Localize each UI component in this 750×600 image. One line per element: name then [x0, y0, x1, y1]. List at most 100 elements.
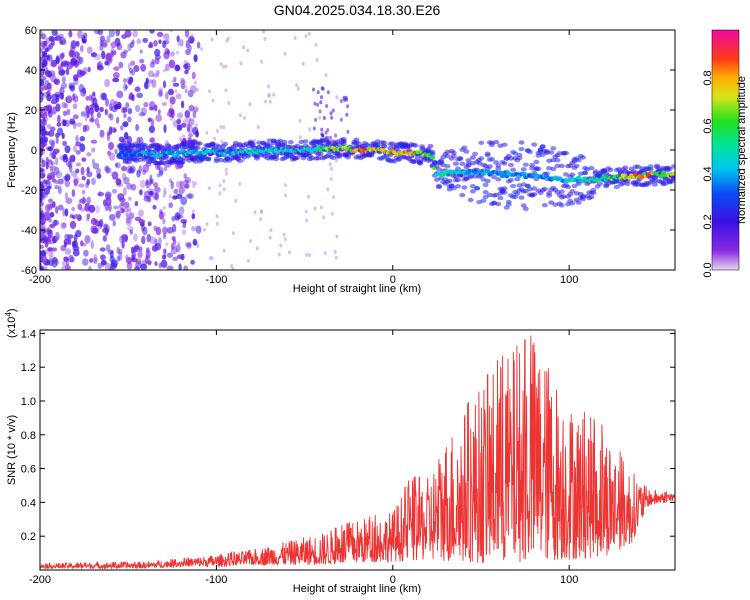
noise-speck — [123, 113, 127, 119]
noise-speck — [86, 178, 90, 186]
noise-speck — [104, 229, 109, 236]
noise-speck — [49, 145, 55, 151]
ridge-plume — [318, 109, 322, 114]
noise-speck — [88, 265, 92, 270]
noise-speck — [142, 226, 148, 236]
ridge-halo — [518, 195, 525, 200]
ridge-halo — [177, 160, 184, 165]
noise-speck — [96, 64, 104, 71]
noise-speck — [84, 235, 91, 244]
y-tick-label: 60 — [25, 25, 37, 37]
noise-speck — [92, 162, 100, 170]
noise-speck — [260, 59, 264, 64]
ridge-halo — [575, 158, 582, 163]
noise-speck — [225, 171, 229, 176]
ridge-halo — [461, 185, 468, 190]
noise-speck — [96, 173, 102, 179]
noise-speck — [283, 237, 287, 242]
noise-speck — [49, 149, 53, 158]
ridge-halo — [550, 166, 557, 172]
ridge-halo — [444, 153, 451, 159]
noise-speck — [109, 103, 113, 111]
noise-speck — [120, 125, 124, 131]
noise-speck — [44, 204, 51, 213]
noise-speck — [242, 45, 246, 50]
ridge-halo — [546, 191, 553, 196]
noise-speck — [71, 206, 76, 212]
y-tick-label: 0.2 — [21, 531, 36, 543]
noise-speck — [234, 198, 238, 203]
noise-speck — [208, 186, 211, 191]
noise-speck — [46, 226, 50, 233]
ridge-halo — [345, 155, 351, 160]
noise-speck — [88, 107, 95, 115]
noise-speck — [121, 233, 128, 242]
ridge-halo — [315, 156, 322, 161]
ridge-halo — [480, 198, 487, 203]
noise-speck — [90, 139, 98, 144]
ridge-plume — [321, 133, 325, 138]
noise-speck — [55, 137, 59, 144]
noise-speck — [113, 66, 120, 71]
noise-speck — [315, 58, 319, 62]
ridge-halo — [245, 153, 252, 159]
ridge-halo — [444, 164, 451, 169]
noise-speck — [163, 248, 167, 254]
ridge-halo — [455, 177, 461, 183]
noise-speck — [67, 234, 74, 240]
noise-speck — [138, 112, 146, 117]
ridge-halo — [317, 151, 324, 157]
noise-speck — [62, 140, 67, 147]
ridge-plume — [345, 97, 349, 102]
noise-speck — [129, 41, 134, 49]
noise-speck — [62, 110, 68, 117]
noise-speck — [70, 40, 77, 49]
noise-speck — [301, 61, 305, 66]
ridge-plume — [326, 138, 330, 143]
noise-speck — [67, 238, 72, 246]
noise-speck — [172, 195, 178, 200]
noise-speck — [152, 204, 157, 210]
ridge-halo — [484, 178, 491, 184]
noise-speck — [136, 258, 142, 265]
noise-speck — [178, 136, 182, 141]
noise-speck — [145, 249, 151, 259]
noise-speck — [91, 257, 99, 263]
noise-speck — [165, 242, 169, 247]
noise-speck — [308, 253, 312, 258]
noise-speck — [149, 101, 156, 110]
noise-speck — [313, 206, 317, 211]
noise-speck — [93, 253, 98, 262]
ridge-halo — [353, 137, 360, 142]
ridge-halo — [465, 158, 472, 163]
ridge-plume — [312, 126, 316, 131]
noise-speck — [176, 124, 183, 131]
noise-speck — [195, 87, 199, 92]
ridge-halo — [579, 155, 586, 160]
noise-speck — [318, 115, 322, 120]
noise-speck — [109, 113, 114, 121]
ridge-plume — [325, 104, 329, 108]
ridge-halo — [554, 158, 561, 163]
noise-speck — [119, 208, 124, 214]
noise-speck — [69, 213, 74, 219]
noise-speck — [222, 179, 226, 184]
noise-speck — [213, 136, 217, 141]
noise-speck — [64, 60, 70, 66]
noise-speck — [133, 65, 140, 72]
noise-speck — [75, 150, 81, 155]
ridge-plume — [346, 104, 350, 109]
ridge-halo — [491, 174, 497, 180]
noise-speck — [40, 232, 44, 239]
noise-speck — [149, 236, 156, 245]
noise-speck — [335, 234, 339, 239]
noise-speck — [221, 64, 225, 69]
noise-speck — [185, 48, 191, 56]
noise-speck — [101, 258, 105, 268]
noise-speck — [143, 190, 151, 199]
ridge-halo — [539, 144, 546, 149]
ridge-halo — [518, 146, 525, 152]
noise-speck — [53, 219, 58, 226]
noise-speck — [40, 172, 46, 179]
noise-speck — [61, 76, 66, 84]
